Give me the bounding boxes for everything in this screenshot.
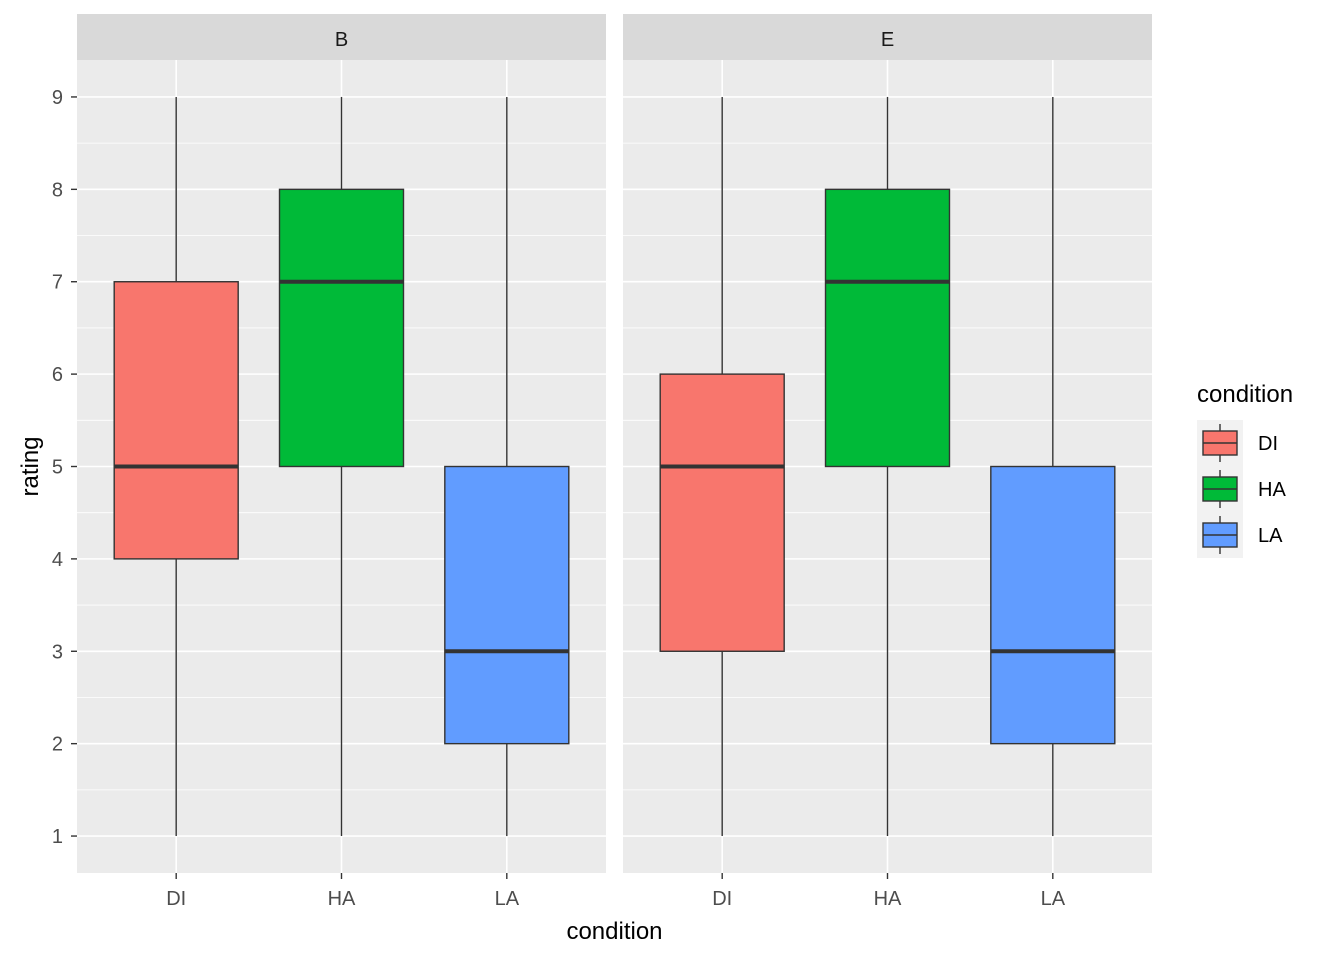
box-la xyxy=(990,465,1116,745)
legend-title: condition xyxy=(1197,381,1293,408)
box-di xyxy=(113,281,239,560)
y-tick-label: 7 xyxy=(52,272,63,294)
legend-label-la: LA xyxy=(1258,525,1283,547)
y-tick-label: 9 xyxy=(52,87,63,109)
x-axis-title: condition xyxy=(566,918,662,945)
x-tick-label: HA xyxy=(328,888,356,910)
legend-label-ha: HA xyxy=(1258,479,1286,501)
y-tick-label: 4 xyxy=(52,549,63,571)
box-ha xyxy=(278,188,405,468)
x-tick-label: HA xyxy=(874,888,902,910)
facet-strip xyxy=(77,14,606,60)
facet-strip xyxy=(623,14,1152,60)
y-tick-label: 6 xyxy=(52,364,63,386)
facet-strip-label: B xyxy=(335,29,348,51)
x-tick-label: LA xyxy=(495,888,520,910)
y-tick-label: 8 xyxy=(52,179,63,201)
box-la xyxy=(444,465,570,745)
facet-strip-label: E xyxy=(881,29,894,51)
y-axis-title: rating xyxy=(17,436,44,496)
x-tick-label: LA xyxy=(1041,888,1066,910)
x-tick-label: DI xyxy=(712,888,732,910)
box-di xyxy=(659,373,785,652)
box-ha xyxy=(824,188,951,468)
y-tick-label: 3 xyxy=(52,641,63,663)
y-tick-label: 1 xyxy=(52,826,63,848)
x-tick-label: DI xyxy=(166,888,186,910)
y-tick-label: 2 xyxy=(52,734,63,756)
legend-label-di: DI xyxy=(1258,433,1278,455)
y-tick-label: 5 xyxy=(52,457,63,479)
